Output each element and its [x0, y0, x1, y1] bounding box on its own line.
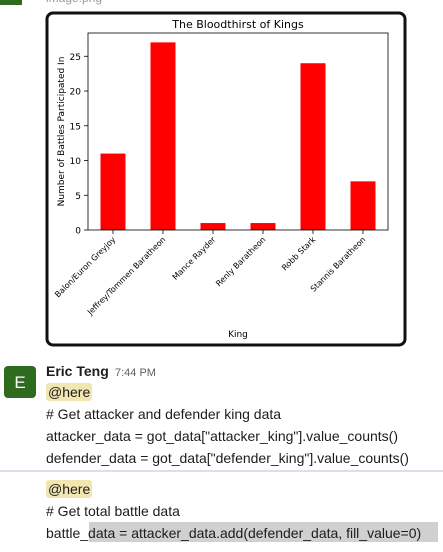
- bar: [150, 42, 176, 230]
- bar: [350, 181, 376, 230]
- mention-bg: [46, 480, 92, 498]
- chart-title: The Bloodthirst of Kings: [171, 18, 304, 31]
- y-tick-label: 5: [75, 192, 81, 202]
- plot-frame: [87, 32, 389, 231]
- author[interactable]: Eric Teng: [46, 363, 109, 379]
- mention[interactable]: @here: [48, 384, 90, 400]
- message-line: attacker_data = got_data["attacker_king"…: [46, 428, 398, 444]
- x-axis-label: King: [228, 330, 248, 340]
- y-axis-label: Number of Battles Participated In: [57, 57, 67, 207]
- avatar[interactable]: [4, 366, 36, 398]
- bar: [250, 223, 276, 230]
- avatar-letter: E: [14, 373, 25, 392]
- bar: [100, 153, 126, 230]
- y-tick-label: 25: [70, 53, 81, 63]
- timestamp[interactable]: 7:44 PM: [115, 367, 156, 379]
- mention[interactable]: @here: [48, 481, 90, 497]
- mention-bg: [46, 383, 92, 401]
- bar: [300, 63, 326, 231]
- message-line: # Get total battle data: [46, 503, 180, 519]
- filename: image.png: [46, 0, 102, 5]
- message-line: battle_data = attacker_data.add(defender…: [46, 525, 421, 541]
- y-tick-label: 15: [70, 122, 81, 132]
- message-line: defender_data = got_data["defender_king"…: [46, 450, 409, 466]
- y-tick-label: 0: [75, 227, 81, 237]
- avatar-fragment: [0, 0, 22, 5]
- bar: [200, 223, 226, 230]
- y-tick-label: 20: [70, 88, 82, 98]
- selection-highlight: [89, 522, 438, 542]
- message-line: # Get attacker and defender king data: [46, 406, 281, 422]
- y-tick-label: 10: [70, 157, 82, 167]
